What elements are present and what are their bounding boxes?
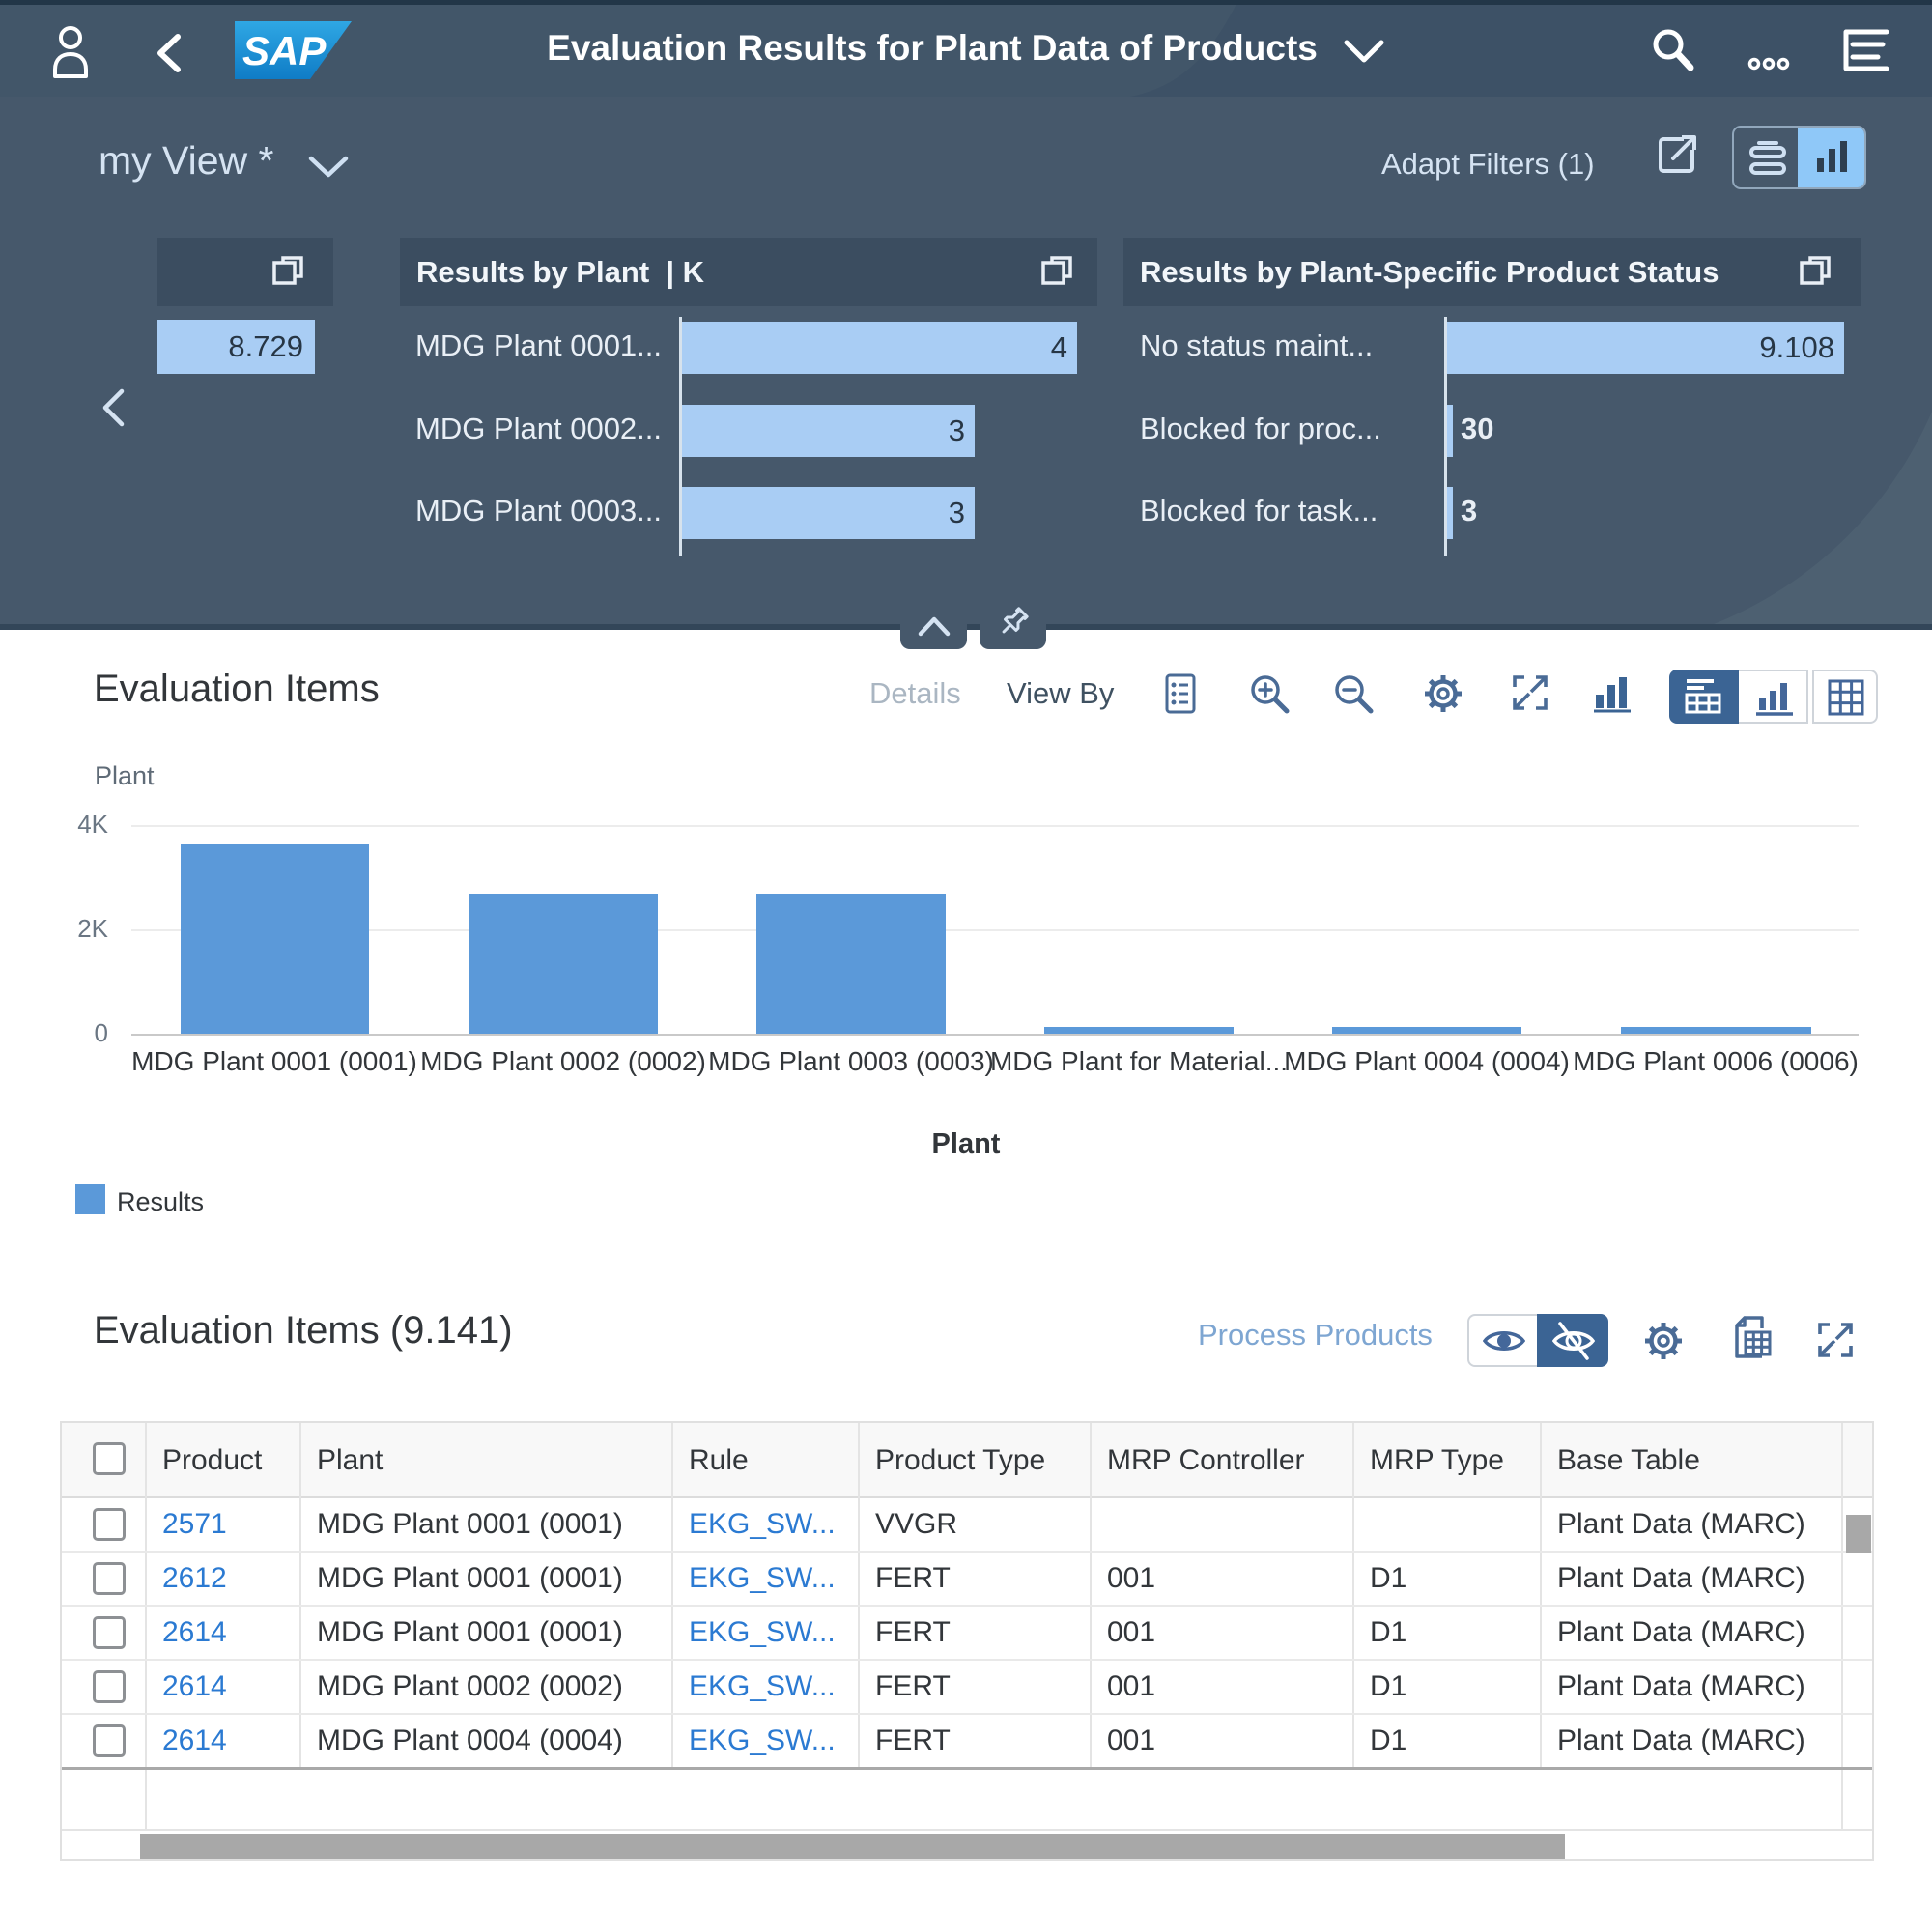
svg-text:SAP: SAP (242, 28, 327, 73)
